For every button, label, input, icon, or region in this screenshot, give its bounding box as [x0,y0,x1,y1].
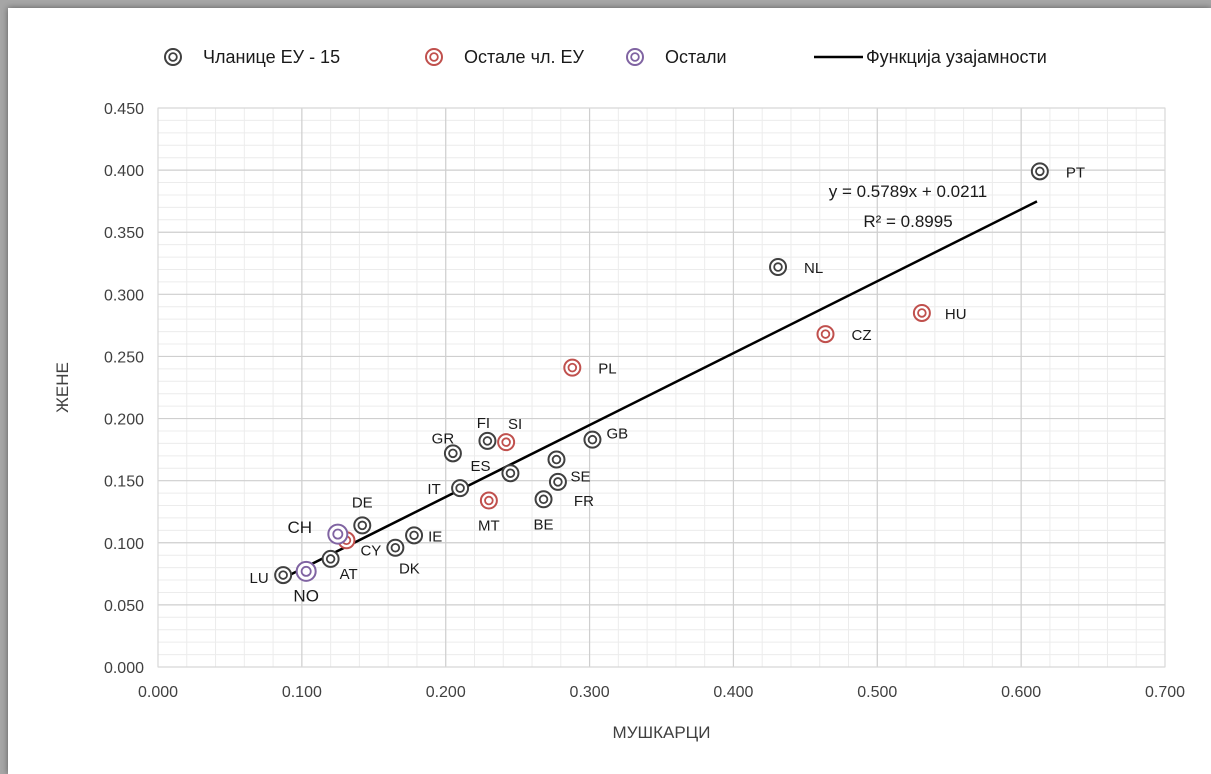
point-label-es: ES [470,458,490,475]
y-tick-label: 0.300 [104,287,144,304]
data-point-se [547,450,566,469]
data-point-it [451,479,470,498]
y-tick-label: 0.250 [104,349,144,366]
trendline-r-squared: R² = 0.8995 [863,212,952,231]
trendline [282,200,1038,580]
data-point-nl [769,258,788,277]
legend: Чланице ЕУ - 15 Остале чл. ЕУ Остали Функци… [164,47,1047,67]
point-labels: PT NL GB FI GR SE ES FR IT BE DE IE DK AT LU HU CZ PL SI MT… [250,164,1085,605]
x-tick-label: 0.600 [1001,684,1041,701]
data-points [274,162,1049,585]
point-label-gr: GR [432,430,455,447]
point-label-at: AT [340,566,358,583]
y-tick-label: 0.150 [104,474,144,491]
data-point-pt [1030,162,1049,181]
plot-area [157,107,1166,668]
point-label-be: BE [534,516,554,533]
data-point-no [295,560,317,582]
y-tick-label: 0.350 [104,225,144,242]
data-point-si [497,433,516,452]
point-label-ie: IE [428,528,442,545]
x-axis-ticks: 0.000 0.100 0.200 0.300 0.400 0.500 0.600 0.700 [138,684,1185,701]
point-label-si: SI [508,416,522,433]
data-point-at [321,549,340,568]
x-tick-label: 0.700 [1145,684,1185,701]
y-tick-label: 0.050 [104,598,144,615]
point-label-fi: FI [477,415,490,432]
point-label-pt: PT [1066,164,1085,181]
point-label-lu: LU [250,570,269,587]
x-tick-label: 0.200 [426,684,466,701]
major-gridlines [157,107,1166,668]
legend-label: Остале чл. ЕУ [464,47,584,67]
point-label-cy: CY [360,542,381,559]
data-point-dk [386,538,405,557]
point-label-nl: NL [804,260,823,277]
data-point-marker [164,48,182,66]
data-point-fi [478,431,497,450]
data-point-cz [816,325,835,344]
y-tick-label: 0.100 [104,536,144,553]
point-label-gb: GB [606,426,628,443]
x-tick-label: 0.500 [857,684,897,701]
data-point-ch [327,523,349,545]
legend-label: Чланице ЕУ - 15 [203,47,340,67]
y-tick-label: 0.000 [104,660,144,677]
x-tick-label: 0.400 [713,684,753,701]
y-axis-ticks: 0.000 0.050 0.100 0.150 0.200 0.250 0.300 0.350… [104,101,144,677]
data-point-be [534,490,553,509]
y-tick-label: 0.200 [104,412,144,429]
point-label-no: NO [293,586,319,605]
data-point-de [353,516,372,535]
data-point-ie [405,526,424,545]
legend-label: Функција узајамности [866,47,1047,67]
point-label-dk: DK [399,561,420,578]
minor-gridlines [157,107,1166,668]
y-tick-label: 0.450 [104,101,144,118]
data-point-lu [274,566,293,585]
trendline-equation: y = 0.5789x + 0.0211 [829,182,987,201]
point-label-it: IT [427,481,440,498]
y-tick-label: 0.400 [104,163,144,180]
data-point-marker [425,48,443,66]
point-label-de: DE [352,494,373,511]
chart-frame: 0.000 0.100 0.200 0.300 0.400 0.500 0.600 0.700… [8,8,1211,774]
point-label-cz: CZ [851,327,871,344]
data-point-pl [563,358,582,377]
x-tick-label: 0.300 [570,684,610,701]
data-point-es [501,464,520,483]
y-axis-title: ЖЕНЕ [53,362,72,413]
data-point-fr [548,472,567,491]
data-point-mt [479,491,498,510]
point-label-ch: CH [288,518,313,537]
data-point-hu [912,303,931,322]
point-label-se: SE [570,469,590,486]
point-label-fr: FR [574,493,594,510]
data-point-marker [626,48,644,66]
x-tick-label: 0.000 [138,684,178,701]
legend-label: Остали [665,47,727,67]
data-point-gr [443,444,462,463]
point-label-pl: PL [598,361,616,378]
point-label-mt: MT [478,518,500,535]
x-tick-label: 0.100 [282,684,322,701]
point-label-hu: HU [945,306,967,323]
data-point-gb [583,430,602,449]
x-axis-title: МУШКАРЦИ [613,723,711,742]
scatter-chart: 0.000 0.100 0.200 0.300 0.400 0.500 0.600 0.700… [53,47,1185,742]
